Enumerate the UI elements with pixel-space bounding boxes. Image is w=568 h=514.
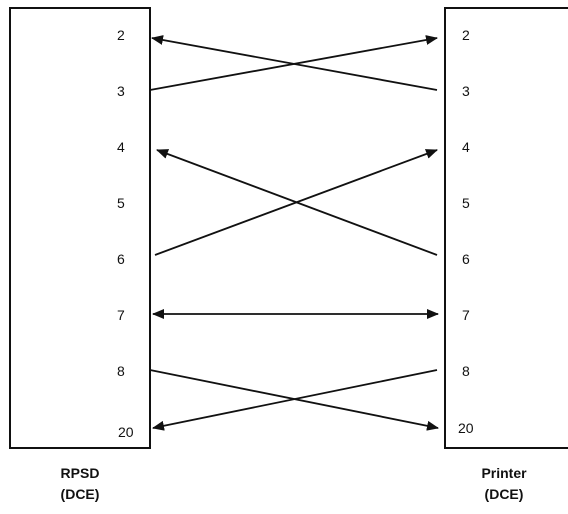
wire-right6-to-left4: [156, 149, 438, 256]
right-pin-label: 6: [462, 251, 470, 267]
printer-device-box: [444, 7, 568, 449]
right-pin-label: 8: [462, 363, 470, 379]
right-pin-label: 5: [462, 195, 470, 211]
wire-right8-to-left20: [152, 369, 438, 431]
left-pin-label: 7: [117, 307, 125, 323]
left-pin-label: 2: [117, 27, 125, 43]
right-pin-label: 3: [462, 83, 470, 99]
left-pin-label: 20: [118, 424, 134, 440]
left-pin-label: 5: [117, 195, 125, 211]
right-pin-label: 7: [462, 307, 470, 323]
rpsd-device-box: [9, 7, 151, 449]
wire-right3-to-left2: [151, 35, 438, 91]
left-pin-label: 6: [117, 251, 125, 267]
left-pin-label: 8: [117, 363, 125, 379]
left-pin-label: 4: [117, 139, 125, 155]
printer-name-caption: Printer: [481, 465, 527, 481]
right-pin-label: 2: [462, 27, 470, 43]
right-pin-label: 20: [458, 420, 474, 436]
rpsd-type-caption: (DCE): [61, 486, 100, 502]
printer-type-caption: (DCE): [485, 486, 524, 502]
right-pin-label: 4: [462, 139, 470, 155]
rpsd-name-caption: RPSD: [61, 465, 100, 481]
left-pin-label: 3: [117, 83, 125, 99]
